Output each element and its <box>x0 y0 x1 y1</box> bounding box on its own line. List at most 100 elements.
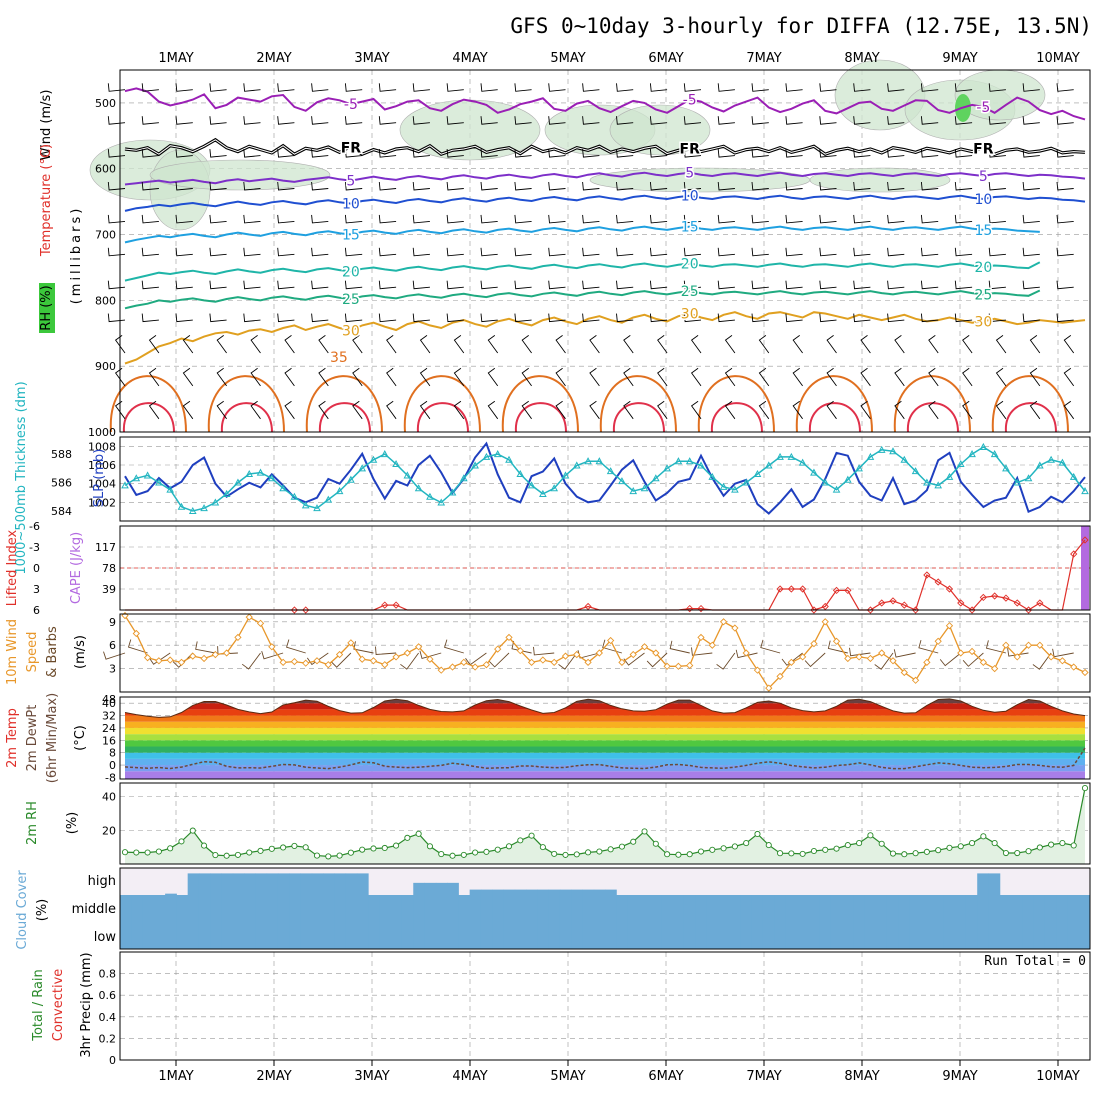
cloud-bar-low <box>808 922 820 949</box>
wind-barb <box>107 214 126 224</box>
wind-barb <box>582 116 600 125</box>
temp-band <box>125 771 1085 779</box>
lifted-index-marker <box>832 586 841 595</box>
wind-speed-marker <box>437 666 445 674</box>
wind-speed-marker <box>561 652 570 660</box>
rh-marker <box>336 852 343 859</box>
cape-tick-label: 39 <box>102 583 116 596</box>
cloud-bar-middle <box>999 895 1012 922</box>
wind-barb <box>330 652 352 668</box>
wind-barb <box>988 149 1006 158</box>
temp-contour-5 <box>124 171 1086 186</box>
wind-barb <box>758 400 770 420</box>
wind-barb <box>412 83 430 92</box>
wind-barb <box>1063 367 1075 387</box>
cloud-bar-high <box>447 882 459 895</box>
wind-speed-marker <box>719 618 728 626</box>
cloud-bar-middle <box>875 895 888 922</box>
wind-barb <box>243 247 261 257</box>
cloud-bar-middle <box>582 895 595 922</box>
wind-barb <box>751 181 769 191</box>
wind-barb <box>894 335 905 354</box>
cloud-bar-middle <box>1044 895 1057 922</box>
cape-tick-label: 117 <box>95 541 116 554</box>
temp-contour-40 <box>906 402 959 433</box>
cloud-bar-middle <box>176 895 189 922</box>
wind-barb <box>141 313 159 323</box>
wind-barb <box>107 247 126 257</box>
wind-barb <box>649 83 668 92</box>
wind-barb <box>920 313 939 323</box>
wind-barb <box>1056 247 1074 257</box>
wind-barb <box>209 149 227 158</box>
wind-barb <box>514 149 532 158</box>
wind-barb <box>887 116 905 125</box>
cloud-bar-low <box>875 922 888 949</box>
wind-speed-marker <box>584 658 592 666</box>
cloud-bar-low <box>582 922 595 949</box>
rh-marker <box>415 830 422 837</box>
thickness-marker <box>685 457 694 465</box>
lifted-tick-label: 0 <box>33 562 40 575</box>
cloud-bar-low <box>289 922 301 949</box>
thickness-marker <box>1013 478 1022 486</box>
cloud-bar-low <box>232 922 245 949</box>
cloud-bar-low <box>559 922 572 949</box>
cloud-bar-middle <box>672 895 685 922</box>
wind-speed-marker <box>1081 668 1089 677</box>
wind-barb <box>954 247 973 257</box>
cloud-bar-low <box>909 922 922 949</box>
wind-speed-marker <box>494 645 502 653</box>
wind-barb <box>785 83 803 92</box>
wind-speed-marker <box>482 661 491 669</box>
cloud-bar-middle <box>277 895 290 922</box>
thickness-marker <box>347 475 355 483</box>
cloud-bar-middle <box>379 895 392 922</box>
wind-barb <box>716 652 736 670</box>
thickness-marker <box>855 464 863 472</box>
date-label-bottom: 5MAY <box>550 1069 585 1084</box>
pressure-tick-label: 1000 <box>88 426 116 439</box>
rh-marker <box>686 851 693 858</box>
cloud-unit-label: (%) <box>35 899 50 922</box>
date-label-top: 9MAY <box>942 51 977 66</box>
wind-barb <box>691 647 713 656</box>
wind-barb <box>209 181 227 191</box>
cloud-bar-high <box>345 873 358 895</box>
wind-speed-marker <box>381 661 389 669</box>
thickness-marker <box>245 469 254 478</box>
wind-barb <box>453 335 465 354</box>
lifted-index-marker <box>810 606 818 614</box>
wind-barb <box>311 247 329 257</box>
rh-marker <box>562 851 569 858</box>
rh-marker <box>472 849 479 856</box>
cloud-bar-low <box>277 922 290 949</box>
lifted-index-marker <box>900 601 908 609</box>
cloud-bar-middle <box>740 895 753 922</box>
wind-barb <box>785 247 803 257</box>
wind-speed-marker <box>200 654 208 663</box>
wind-barb <box>521 335 532 354</box>
wind-barb <box>1022 214 1040 224</box>
wind-speed-marker <box>957 649 965 657</box>
rh-marker <box>652 840 659 847</box>
thickness-marker <box>629 487 638 495</box>
thickness-marker <box>121 481 129 489</box>
wind-speed-marker <box>878 649 886 657</box>
wind-barb <box>277 247 295 257</box>
wind-barb <box>277 181 295 191</box>
cloud-bar-low <box>435 922 448 949</box>
cloud-bar-low <box>616 922 629 949</box>
wind-speed-marker <box>415 643 423 651</box>
wind-speed-marker <box>1058 657 1067 665</box>
wind-barb <box>1029 335 1041 354</box>
wind-barb <box>487 335 499 354</box>
cloud-bar-middle <box>356 895 369 922</box>
wind-speed-marker <box>640 643 649 651</box>
cloud-bar-middle <box>954 895 967 922</box>
wind-barb <box>195 641 216 654</box>
wind-barb <box>616 149 634 158</box>
wind-barb <box>849 647 871 657</box>
rh-marker <box>1002 849 1009 857</box>
lifted-tick-label: -3 <box>29 541 40 554</box>
